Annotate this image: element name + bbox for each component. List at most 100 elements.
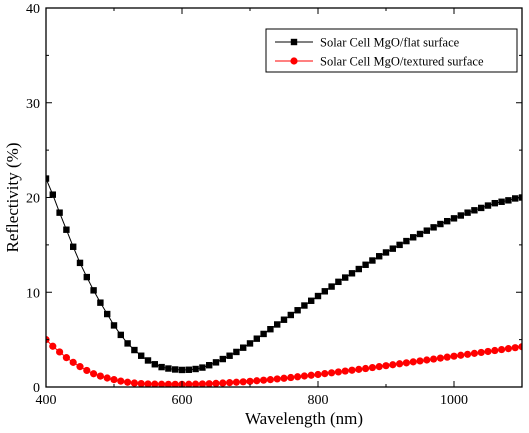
axis-ticks: 400 600 800 1000 0 10 20 30 40 [26, 2, 522, 408]
data-point-1-40 [314, 370, 322, 379]
data-point-1-65 [484, 347, 492, 356]
data-point-1-36 [287, 373, 295, 382]
data-point-0-66 [491, 199, 498, 207]
data-point-0-45 [348, 270, 356, 277]
data-point-0-5 [76, 259, 84, 267]
data-point-1-32 [260, 376, 268, 384]
data-point-1-3 [62, 354, 70, 362]
data-point-0-58 [437, 220, 444, 228]
data-point-1-35 [280, 374, 288, 382]
data-point-0-62 [464, 209, 471, 216]
data-point-0-27 [226, 352, 233, 359]
data-point-0-68 [505, 197, 512, 204]
data-point-0-23 [199, 364, 206, 371]
series-1 [46, 336, 522, 387]
data-point-0-69 [512, 195, 519, 202]
data-point-0-24 [206, 362, 213, 369]
data-point-0-3 [63, 226, 70, 233]
data-point-1-44 [341, 367, 349, 375]
legend-label-flat: Solar Cell MgO/flat surface [320, 36, 460, 50]
data-point-0-17 [158, 363, 165, 371]
data-point-0-41 [321, 288, 328, 295]
data-point-1-29 [239, 378, 247, 386]
chart-marks [46, 175, 522, 387]
data-point-1-25 [212, 379, 220, 387]
data-point-1-66 [491, 346, 499, 355]
data-point-1-68 [504, 345, 512, 353]
data-point-0-2 [56, 209, 63, 216]
data-point-1-9 [103, 374, 111, 382]
data-point-1-56 [423, 356, 431, 364]
data-point-1-14 [137, 379, 145, 387]
y-tick-label: 30 [26, 97, 40, 112]
x-axis-title: Wavelength (nm) [245, 409, 363, 428]
data-point-1-23 [198, 380, 206, 387]
data-point-0-4 [70, 243, 77, 250]
data-point-1-27 [226, 379, 234, 387]
data-point-1-7 [90, 370, 98, 378]
data-point-1-61 [457, 351, 465, 359]
data-point-0-30 [246, 340, 254, 347]
data-point-0-67 [498, 198, 505, 205]
data-point-1-43 [334, 368, 342, 376]
data-point-0-13 [131, 346, 138, 354]
data-point-1-12 [124, 378, 132, 386]
data-point-0-28 [233, 348, 240, 356]
data-point-1-55 [416, 357, 424, 365]
data-point-1-21 [185, 380, 193, 387]
data-point-1-45 [348, 366, 356, 374]
data-point-0-44 [342, 274, 349, 281]
data-point-0-21 [185, 366, 192, 373]
data-point-1-58 [436, 354, 444, 362]
data-point-0-46 [355, 265, 362, 273]
data-point-0-6 [83, 273, 90, 281]
data-point-1-50 [382, 362, 390, 370]
data-point-0-22 [192, 365, 199, 373]
data-point-1-38 [300, 372, 308, 380]
data-point-0-25 [212, 359, 220, 366]
data-point-1-69 [511, 344, 519, 352]
data-point-0-42 [328, 283, 335, 290]
data-point-0-20 [178, 366, 186, 374]
data-point-1-49 [375, 363, 383, 371]
series-0 [46, 175, 522, 374]
data-point-0-38 [301, 302, 308, 309]
data-point-1-60 [450, 352, 458, 360]
data-point-1-59 [443, 353, 451, 361]
data-point-0-35 [280, 316, 288, 323]
data-point-1-31 [253, 377, 261, 385]
data-point-0-57 [430, 224, 437, 231]
data-point-1-33 [266, 376, 274, 384]
data-point-0-10 [110, 322, 118, 329]
data-point-1-39 [307, 371, 315, 379]
data-point-0-15 [144, 357, 152, 364]
x-tick-label: 600 [172, 393, 193, 408]
data-point-1-26 [219, 379, 227, 387]
y-tick-label: 40 [26, 2, 40, 17]
data-point-1-30 [246, 377, 254, 385]
y-tick-label: 10 [26, 286, 40, 301]
legend-box [265, 28, 518, 73]
data-point-0-34 [274, 321, 281, 328]
data-point-0-36 [287, 311, 294, 319]
data-point-1-46 [355, 365, 363, 373]
data-point-0-43 [335, 278, 342, 286]
data-point-1-57 [430, 355, 438, 363]
data-point-0-47 [362, 261, 369, 268]
data-point-0-19 [172, 366, 179, 373]
legend-marker-0 [290, 38, 298, 46]
data-point-1-18 [164, 380, 172, 387]
data-point-0-37 [294, 307, 301, 314]
legend-entry-flat: Solar Cell MgO/flat surface [275, 36, 460, 50]
data-point-1-19 [171, 380, 179, 387]
data-point-1-47 [362, 364, 370, 373]
data-point-1-34 [273, 375, 281, 383]
data-point-1-41 [321, 370, 329, 378]
data-point-1-13 [130, 379, 138, 387]
legend-entry-textured: Solar Cell MgO/textured surface [275, 55, 484, 69]
data-point-0-29 [240, 344, 247, 351]
data-point-0-65 [484, 202, 492, 209]
y-tick-label: 20 [26, 192, 40, 207]
data-point-0-7 [90, 287, 97, 294]
